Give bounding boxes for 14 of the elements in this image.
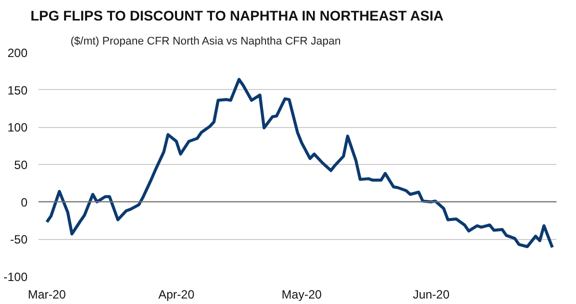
x-tick-label: Jun-20 [412, 288, 450, 302]
y-tick-label: 100 [7, 120, 28, 135]
y-tick-label: 150 [7, 83, 28, 98]
line-series [45, 78, 554, 249]
x-tick-label: Apr-20 [158, 288, 195, 302]
chart-title: LPG FLIPS TO DISCOUNT TO NAPHTHA IN NORTHEAST ASIA [30, 8, 444, 24]
y-tick-label: -50 [10, 232, 28, 247]
x-tick-label: Mar-20 [28, 288, 66, 302]
y-tick-label: -100 [3, 270, 28, 284]
y-tick-label: 50 [14, 158, 28, 172]
y-tick-label: 200 [7, 46, 28, 60]
y-tick-label: 0 [20, 195, 28, 210]
chart-subtitle: ($/mt) Propane CFR North Asia vs Naphtha CFR Japan [70, 36, 341, 48]
x-tick-label: May-20 [282, 288, 322, 302]
